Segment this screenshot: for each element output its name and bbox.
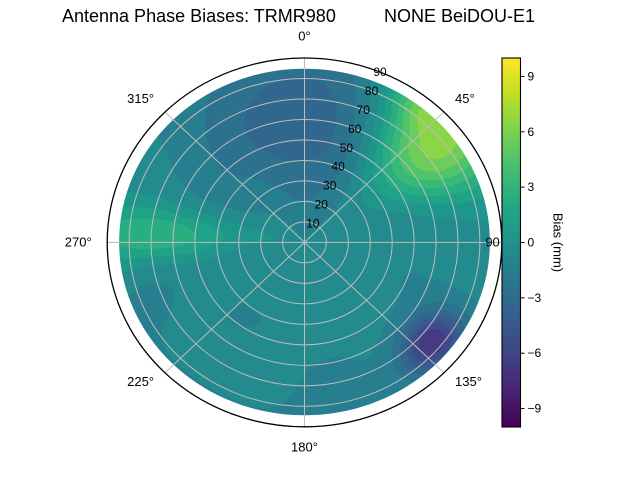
svg-text:80: 80 xyxy=(365,84,379,98)
svg-text:60: 60 xyxy=(348,122,362,136)
svg-text:90: 90 xyxy=(373,65,387,79)
svg-text:270°: 270° xyxy=(65,234,92,249)
svg-text:Bias (mm): Bias (mm) xyxy=(551,213,566,272)
svg-text:315°: 315° xyxy=(127,91,154,106)
svg-text:3: 3 xyxy=(528,180,535,194)
svg-text:20: 20 xyxy=(315,198,329,212)
svg-text:9: 9 xyxy=(528,69,535,83)
svg-text:0: 0 xyxy=(528,236,535,250)
svg-text:135°: 135° xyxy=(455,374,482,389)
svg-text:180°: 180° xyxy=(291,439,318,454)
svg-text:10: 10 xyxy=(306,217,320,231)
svg-text:40: 40 xyxy=(331,160,345,174)
svg-text:−9: −9 xyxy=(528,402,542,416)
svg-text:0°: 0° xyxy=(298,29,310,44)
svg-text:70: 70 xyxy=(357,103,371,117)
svg-text:30: 30 xyxy=(323,179,337,193)
svg-text:90: 90 xyxy=(485,234,499,249)
svg-text:6: 6 xyxy=(528,125,535,139)
svg-text:−6: −6 xyxy=(528,346,542,360)
svg-text:50: 50 xyxy=(340,141,354,155)
svg-text:−3: −3 xyxy=(528,291,542,305)
svg-text:225°: 225° xyxy=(127,374,154,389)
svg-text:45°: 45° xyxy=(455,91,475,106)
